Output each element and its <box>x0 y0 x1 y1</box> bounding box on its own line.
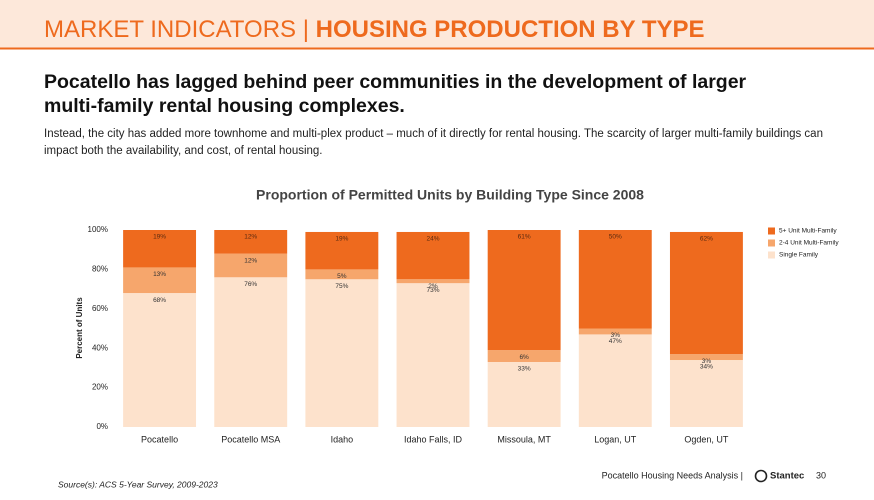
bar-segment <box>669 360 743 427</box>
value-label: 19% <box>335 236 348 243</box>
header-title: HOUSING PRODUCTION BY TYPE <box>316 16 705 43</box>
x-tick-label: Pocatello MSA <box>221 434 280 444</box>
y-tick-label: 0% <box>96 422 108 431</box>
bar-segment <box>578 230 652 329</box>
bar-segment <box>487 350 561 362</box>
y-axis-label: Percent of Units <box>75 297 84 359</box>
page-number: 30 <box>816 470 826 480</box>
x-tick-label: Idaho <box>331 434 354 444</box>
value-label: 6% <box>519 354 529 361</box>
bar-segment <box>669 231 743 355</box>
bar-segment <box>305 269 379 280</box>
body-text: Instead, the city has added more townhom… <box>44 128 823 157</box>
x-tick-label: Idaho Falls, ID <box>404 434 463 444</box>
y-tick-label: 20% <box>92 383 108 392</box>
value-label: 3% <box>611 332 621 339</box>
value-label: 5% <box>337 273 347 280</box>
bar-segment <box>123 267 197 294</box>
x-tick-label: Pocatello <box>141 434 178 444</box>
brand-logo <box>754 469 768 483</box>
value-label: 75% <box>335 283 348 290</box>
report-name: Pocatello Housing Needs Analysis | <box>602 470 743 480</box>
bar-segment <box>578 334 652 427</box>
legend-swatch <box>768 251 775 259</box>
legend-swatch <box>768 227 775 235</box>
bar-segment <box>214 253 288 278</box>
bar-segment <box>214 277 288 427</box>
x-tick-label: Logan, UT <box>594 434 637 444</box>
header-band <box>0 0 874 48</box>
header-section: MARKET INDICATORS | <box>44 16 316 43</box>
y-tick-label: 80% <box>92 265 108 274</box>
headline: Pocatello has lagged behind peer communi… <box>44 71 747 117</box>
bar-segment <box>396 279 470 284</box>
value-label: 68% <box>153 297 166 304</box>
value-label: 76% <box>244 281 257 288</box>
bar-segment <box>305 279 379 427</box>
y-tick-label: 60% <box>92 304 108 313</box>
brand: Stantec <box>770 471 804 482</box>
source: Source(s): ACS 5-Year Survey, 2009-2023 <box>58 479 218 489</box>
value-label: 50% <box>609 234 622 241</box>
value-label: 62% <box>700 236 713 243</box>
bar-segment <box>123 230 197 268</box>
bar-segment <box>578 328 652 335</box>
value-label: 12% <box>244 257 257 264</box>
bar-segment <box>123 293 197 427</box>
value-label: 24% <box>426 236 439 243</box>
bar-segment <box>305 231 379 270</box>
y-tick-label: 40% <box>92 343 108 352</box>
header: MARKET INDICATORS | HOUSING PRODUCTION B… <box>44 16 705 43</box>
value-label: 33% <box>518 366 531 373</box>
legend-label: 5+ Unit Multi-Family <box>779 228 837 235</box>
value-label: 61% <box>518 234 531 241</box>
legend-swatch <box>768 239 775 247</box>
value-label: 47% <box>609 338 622 345</box>
value-label: 12% <box>244 234 257 241</box>
value-label: 34% <box>700 364 713 371</box>
bar-segment <box>214 230 288 254</box>
value-label: 73% <box>426 287 439 294</box>
bar-segment <box>487 230 561 351</box>
bar-segment <box>669 354 743 361</box>
value-label: 2% <box>428 283 438 290</box>
legend-label: Single Family <box>779 252 819 259</box>
y-tick-label: 100% <box>88 225 108 234</box>
bar-segment <box>396 231 470 280</box>
chart-title: Proportion of Permitted Units by Buildin… <box>256 187 644 203</box>
legend-label: 2-4 Unit Multi-Family <box>779 240 839 247</box>
bar-segment <box>487 361 561 427</box>
bar-segment <box>396 283 470 427</box>
x-tick-label: Ogden, UT <box>684 434 729 444</box>
x-tick-label: Missoula, MT <box>497 434 551 444</box>
value-label: 19% <box>153 234 166 241</box>
value-label: 13% <box>153 271 166 278</box>
value-label: 3% <box>702 358 712 365</box>
